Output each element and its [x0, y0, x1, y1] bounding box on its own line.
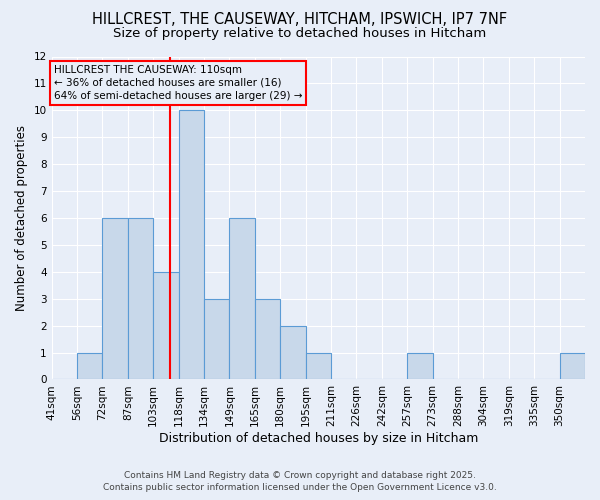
Text: Size of property relative to detached houses in Hitcham: Size of property relative to detached ho… [113, 28, 487, 40]
Text: HILLCREST THE CAUSEWAY: 110sqm
← 36% of detached houses are smaller (16)
64% of : HILLCREST THE CAUSEWAY: 110sqm ← 36% of … [53, 64, 302, 101]
Text: Contains HM Land Registry data © Crown copyright and database right 2025.
Contai: Contains HM Land Registry data © Crown c… [103, 471, 497, 492]
Bar [77, 352, 103, 380]
Bar [179, 110, 204, 380]
X-axis label: Distribution of detached houses by size in Hitcham: Distribution of detached houses by size … [158, 432, 478, 445]
Bar [305, 352, 331, 380]
Y-axis label: Number of detached properties: Number of detached properties [15, 125, 28, 311]
Text: HILLCREST, THE CAUSEWAY, HITCHAM, IPSWICH, IP7 7NF: HILLCREST, THE CAUSEWAY, HITCHAM, IPSWIC… [92, 12, 508, 28]
Bar [103, 218, 128, 380]
Bar [407, 352, 433, 380]
Bar [128, 218, 153, 380]
Bar [560, 352, 585, 380]
Bar [229, 218, 255, 380]
Bar [153, 272, 179, 380]
Bar [280, 326, 305, 380]
Bar [204, 298, 229, 380]
Bar [255, 298, 280, 380]
